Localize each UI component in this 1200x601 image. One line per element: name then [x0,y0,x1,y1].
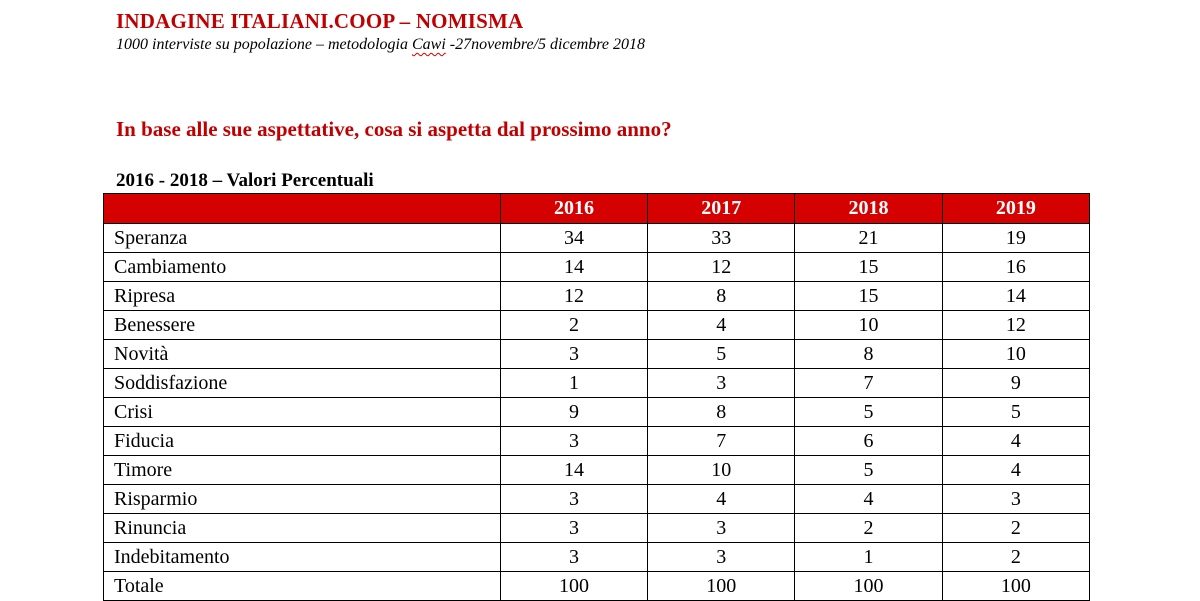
report-subtitle: 1000 interviste su popolazione – metodol… [116,36,645,54]
value-cell: 14 [941,281,1091,311]
value-cell: 3 [499,513,649,543]
value-cell: 2 [499,310,649,340]
value-cell: 15 [794,281,943,311]
row-label: Speranza [103,223,501,253]
value-cell: 10 [647,455,796,485]
table-row: Risparmio 3 4 4 3 [103,484,1091,514]
table-row: Cambiamento 14 12 15 16 [103,252,1091,282]
table-row: Timore 14 10 5 4 [103,455,1091,485]
value-cell: 5 [941,397,1091,427]
value-cell: 2 [941,513,1091,543]
value-cell: 10 [794,310,943,340]
value-cell: 3 [499,426,649,456]
value-cell: 19 [941,223,1091,253]
value-cell: 12 [647,252,796,282]
value-cell: 8 [794,339,943,369]
table-row: Ripresa 12 8 15 14 [103,281,1091,311]
value-cell: 34 [499,223,649,253]
value-cell: 3 [647,513,796,543]
value-cell: 5 [794,455,943,485]
value-cell: 4 [794,484,943,514]
value-cell: 3 [647,542,796,572]
value-cell: 8 [647,281,796,311]
row-label: Ripresa [103,281,501,311]
table-row: Crisi 9 8 5 5 [103,397,1091,427]
value-cell: 5 [647,339,796,369]
value-cell: 6 [794,426,943,456]
value-cell: 16 [941,252,1091,282]
value-cell: 14 [499,252,649,282]
table-total-row: Totale 100 100 100 100 [103,571,1091,601]
table-row: Soddisfazione 1 3 7 9 [103,368,1091,398]
table-row: Fiducia 3 7 6 4 [103,426,1091,456]
row-label: Risparmio [103,484,501,514]
value-cell: 9 [499,397,649,427]
value-cell: 2 [794,513,943,543]
row-label: Indebitamento [103,542,501,572]
value-cell: 10 [941,339,1091,369]
value-cell: 100 [794,571,943,601]
subtitle-text-end: -27novembre/5 dicembre 2018 [445,36,645,53]
report-title: INDAGINE ITALIANI.COOP – NOMISMA [116,9,524,33]
row-label: Rinuncia [103,513,501,543]
value-cell: 12 [499,281,649,311]
table-row: Speranza 34 33 21 19 [103,223,1091,253]
value-cell: 1 [794,542,943,572]
header-cell-2019: 2019 [941,193,1091,224]
value-cell: 2 [941,542,1091,572]
value-cell: 4 [941,455,1091,485]
row-label: Fiducia [103,426,501,456]
results-table: 2016 2017 2018 2019 Speranza 34 33 21 19… [103,193,1091,601]
table-row: Novità 3 5 8 10 [103,339,1091,369]
value-cell: 3 [941,484,1091,514]
value-cell: 14 [499,455,649,485]
value-cell: 5 [794,397,943,427]
value-cell: 4 [941,426,1091,456]
value-cell: 3 [499,542,649,572]
value-cell: 21 [794,223,943,253]
row-label: Soddisfazione [103,368,501,398]
header-cell-label [103,193,501,224]
value-cell: 33 [647,223,796,253]
value-cell: 3 [499,484,649,514]
subtitle-flagged-word: Cawi [411,36,446,53]
value-cell: 100 [941,571,1091,601]
subtitle-text-start: 1000 interviste su popolazione – metodol… [116,36,412,53]
value-cell: 1 [499,368,649,398]
value-cell: 9 [941,368,1091,398]
table-header-row: 2016 2017 2018 2019 [103,193,1091,224]
value-cell: 12 [941,310,1091,340]
row-label: Crisi [103,397,501,427]
header-cell-2016: 2016 [499,193,649,224]
table-row: Indebitamento 3 3 1 2 [103,542,1091,572]
value-cell: 8 [647,397,796,427]
row-label: Cambiamento [103,252,501,282]
value-cell: 4 [647,310,796,340]
row-label: Totale [103,571,501,601]
header-cell-2018: 2018 [794,193,943,224]
row-label: Novità [103,339,501,369]
value-cell: 7 [794,368,943,398]
value-cell: 100 [499,571,649,601]
table-row: Benessere 2 4 10 12 [103,310,1091,340]
header-cell-2017: 2017 [647,193,796,224]
value-cell: 100 [647,571,796,601]
table-row: Rinuncia 3 3 2 2 [103,513,1091,543]
row-label: Timore [103,455,501,485]
survey-question: In base alle sue aspettative, cosa si as… [116,117,672,141]
row-label: Benessere [103,310,501,340]
value-cell: 3 [499,339,649,369]
value-cell: 3 [647,368,796,398]
table-caption: 2016 - 2018 – Valori Percentuali [116,170,374,191]
value-cell: 15 [794,252,943,282]
value-cell: 4 [647,484,796,514]
value-cell: 7 [647,426,796,456]
